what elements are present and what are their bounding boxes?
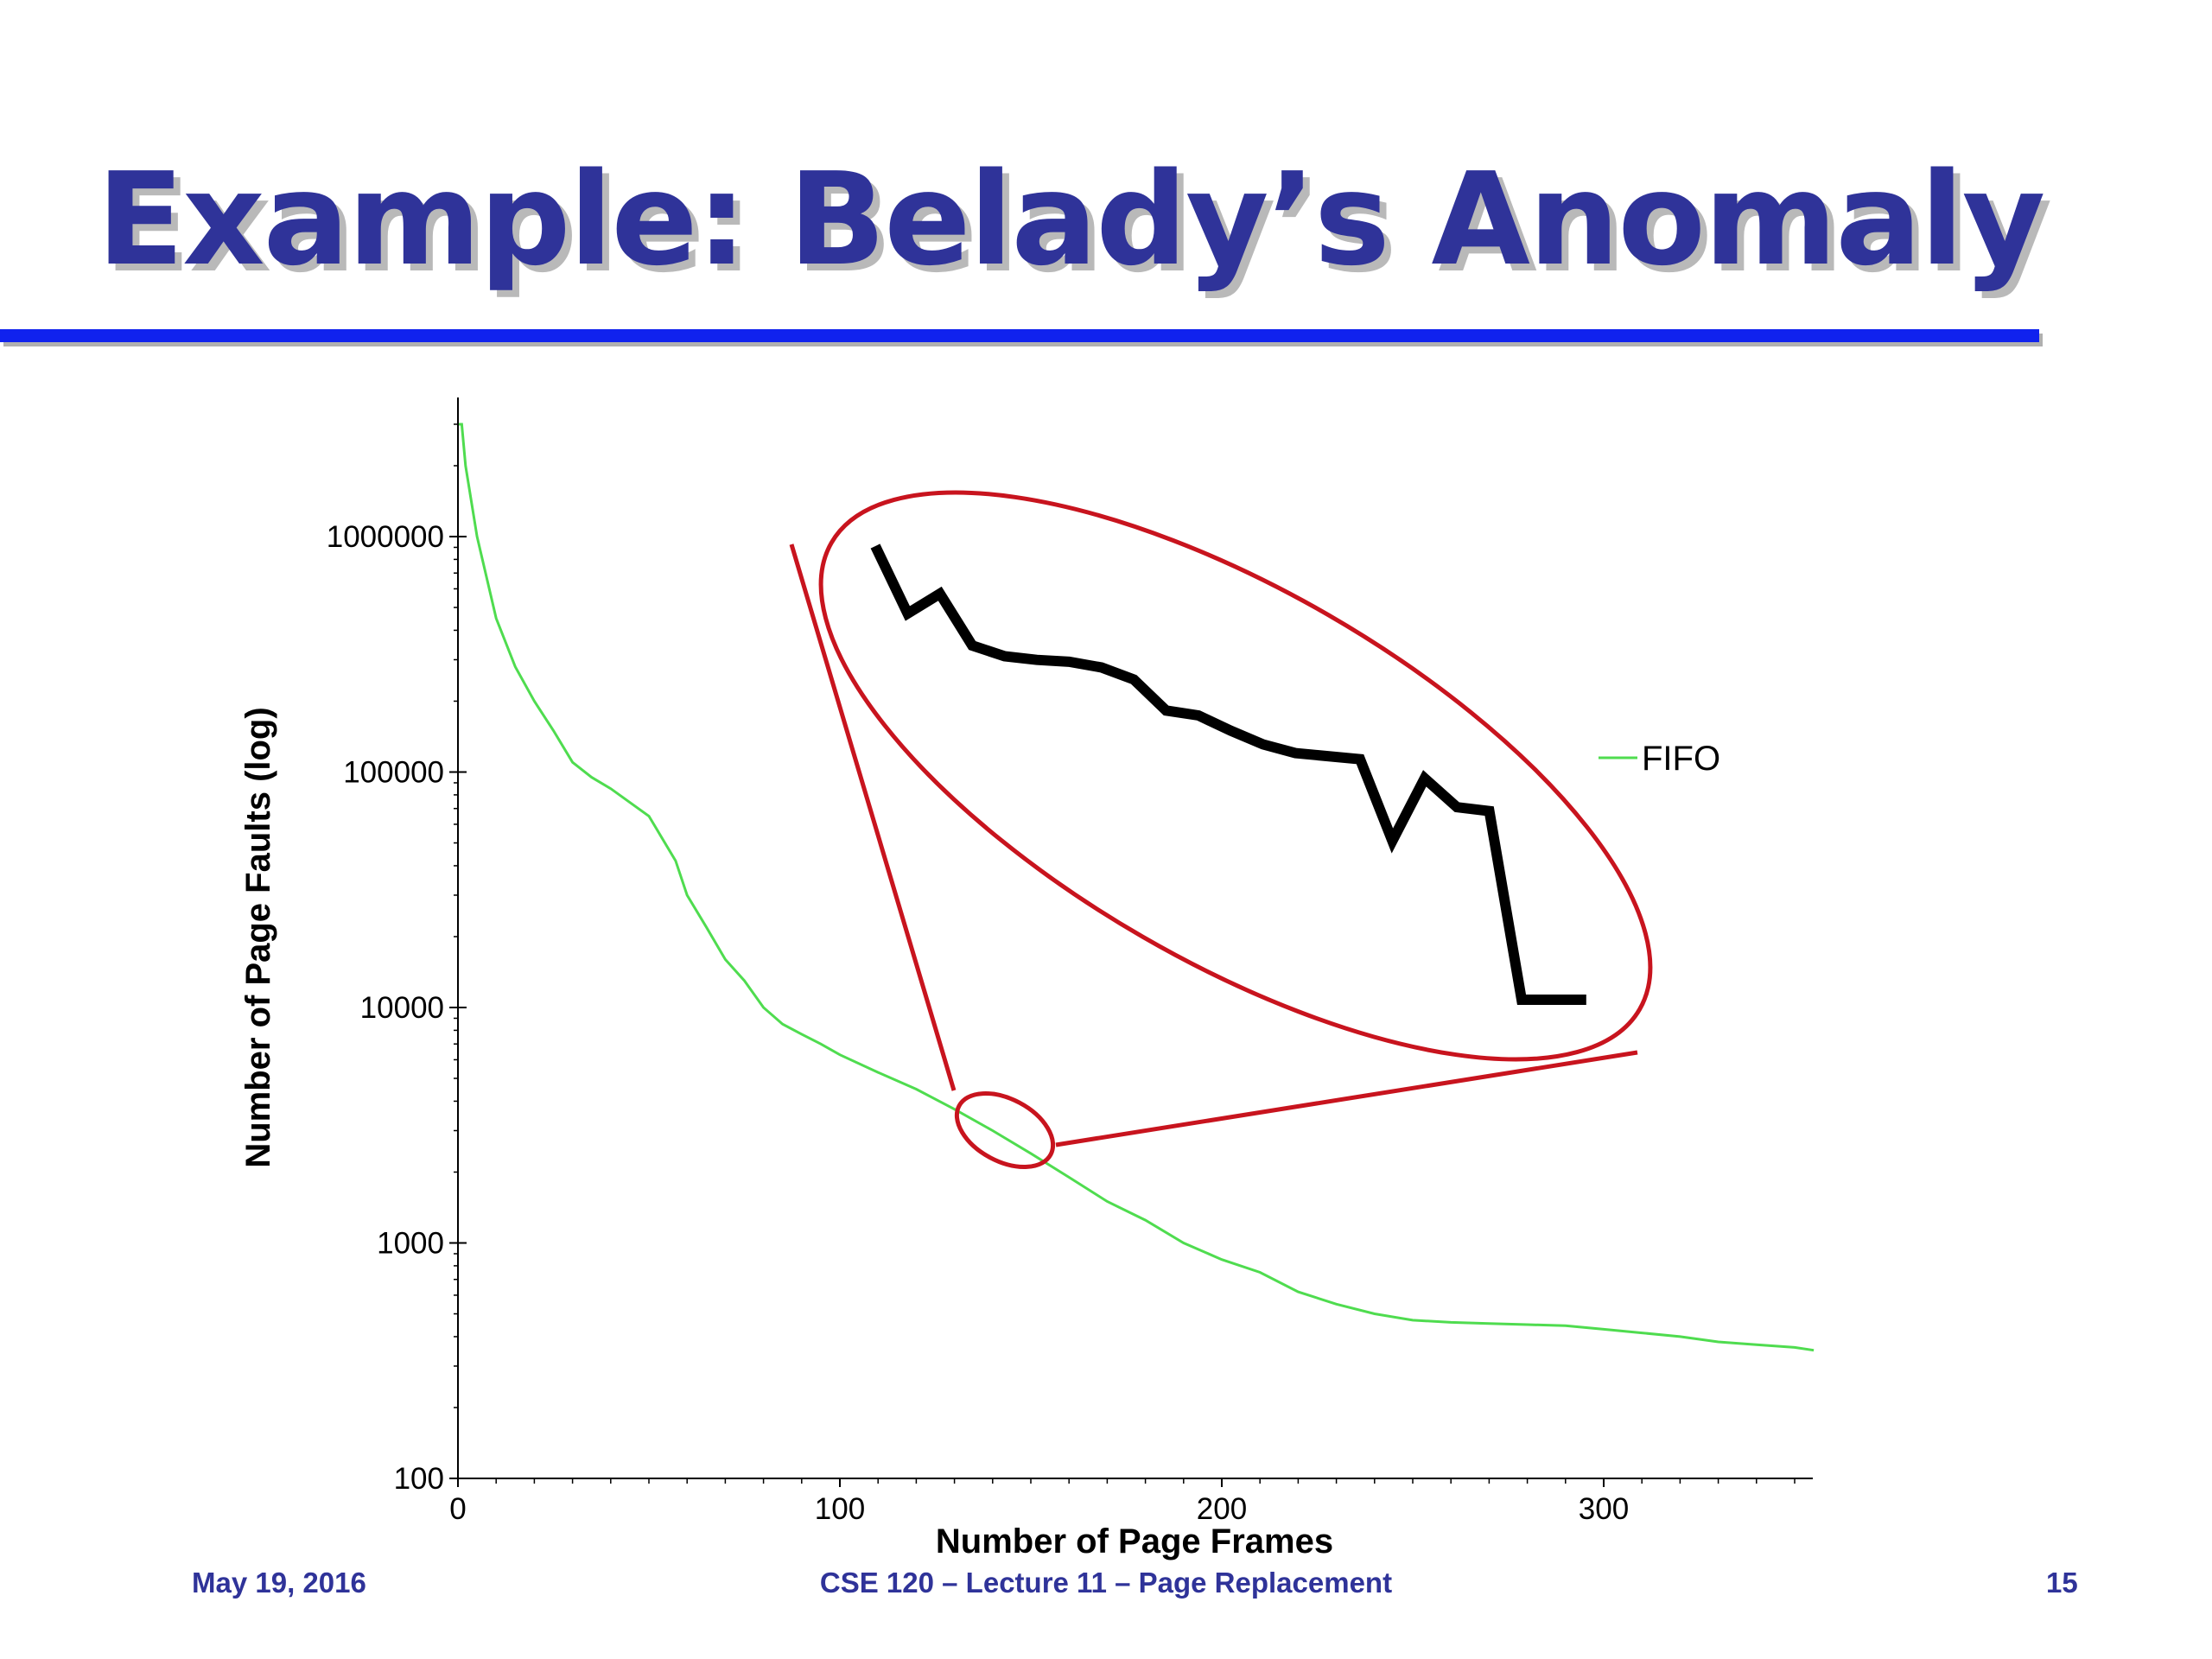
zoom-connector-bottom [1055, 1050, 1638, 1147]
zoom-inset [789, 490, 1653, 1169]
footer-course: CSE 120 – Lecture 11 – Page Replacement [819, 1567, 1393, 1599]
legend: FIFO [1599, 740, 1720, 778]
x-tick-label: 200 [1197, 1492, 1247, 1526]
slide-title: Example: Belady’s Anomaly [97, 145, 2045, 294]
zoom-ellipse-large [818, 490, 1653, 1062]
y-tick-label: 10000 [360, 991, 444, 1025]
y-tick-label: 1000000 [327, 520, 444, 554]
y-tick-label: 1000 [377, 1227, 444, 1261]
series-line-fifo [458, 423, 1815, 1352]
zoom-connector-top [789, 543, 957, 1091]
footer-date: May 19, 2016 [192, 1567, 366, 1599]
x-axis-title: Number of Page Frames [936, 1522, 1333, 1560]
plot-area [458, 423, 1815, 1352]
legend-label-fifo: FIFO [1642, 740, 1720, 778]
zoomed-series-line [870, 543, 1586, 1005]
axis-labels: Number of Page Frames Number of Page Fau… [239, 707, 1333, 1560]
x-tick-label: 0 [449, 1492, 466, 1526]
x-tick-label: 300 [1579, 1492, 1629, 1526]
y-tick-label: 100 [394, 1462, 444, 1496]
zoom-ellipse-small [954, 1091, 1056, 1169]
y-tick-label: 100000 [343, 756, 444, 790]
y-axis-title: Number of Page Faults (log) [239, 707, 277, 1167]
title-rule [0, 329, 2039, 342]
footer-page-number: 15 [2046, 1567, 2078, 1599]
x-tick-label: 100 [815, 1492, 865, 1526]
